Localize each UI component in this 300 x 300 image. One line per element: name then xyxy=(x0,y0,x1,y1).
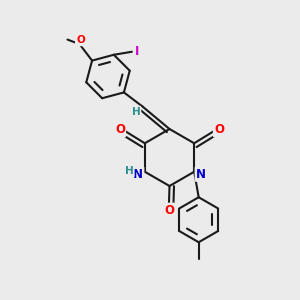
Text: O: O xyxy=(164,204,174,217)
Text: O: O xyxy=(115,123,125,136)
Text: O: O xyxy=(214,123,224,136)
Text: N: N xyxy=(133,168,143,181)
Text: I: I xyxy=(134,45,139,58)
Text: H: H xyxy=(125,166,134,176)
Text: H: H xyxy=(131,107,140,117)
Text: N: N xyxy=(196,168,206,181)
Text: O: O xyxy=(76,35,85,45)
